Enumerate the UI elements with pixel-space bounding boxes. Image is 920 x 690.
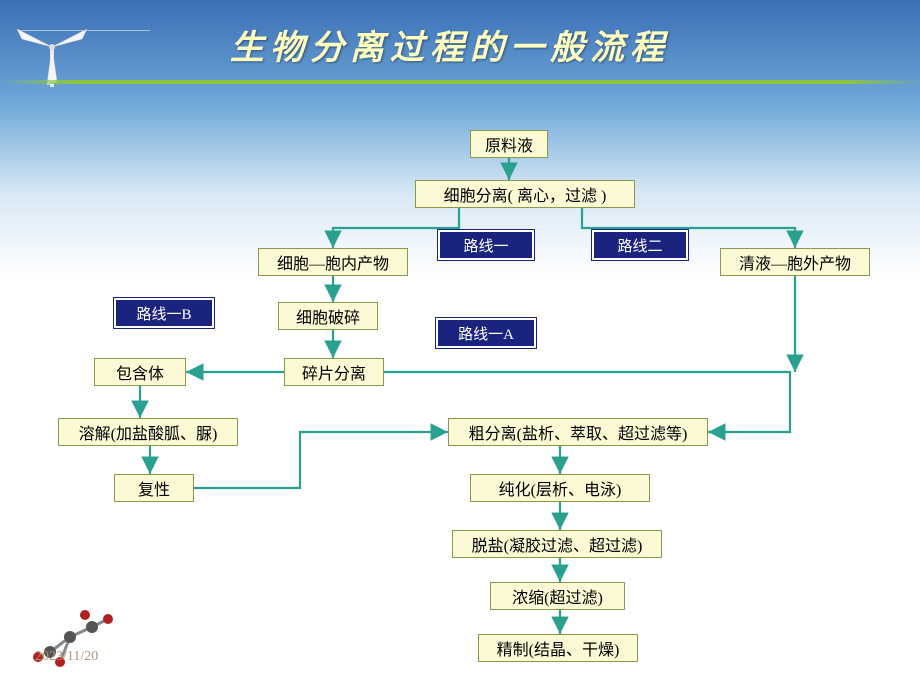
- flow-node-intra: 细胞—胞内产物: [258, 248, 408, 276]
- flow-node-fragsep: 碎片分离: [284, 358, 384, 386]
- flow-node-dissolve: 溶解(加盐酸胍、脲): [58, 418, 238, 446]
- flow-node-desalt: 脱盐(凝胶过滤、超过滤): [452, 530, 662, 558]
- flow-node-route1a: 路线一A: [436, 318, 536, 348]
- flow-node-conc: 浓缩(超过滤): [490, 582, 625, 610]
- flow-node-raw: 原料液: [470, 130, 548, 158]
- flow-node-extra: 清液—胞外产物: [720, 248, 870, 276]
- slide-date: 2023/11/20: [35, 649, 98, 665]
- flow-node-coarse: 粗分离(盐析、萃取、超过滤等): [448, 418, 708, 446]
- flow-node-inclusion: 包含体: [94, 358, 186, 386]
- flow-node-route2: 路线二: [592, 230, 688, 260]
- flow-node-purify: 纯化(层析、电泳): [470, 474, 650, 502]
- flow-node-route1b: 路线一B: [114, 298, 214, 328]
- flow-node-cellsep: 细胞分离( 离心，过滤 ): [415, 180, 635, 208]
- flow-node-refine: 精制(结晶、干燥): [478, 634, 638, 662]
- flow-node-refold: 复性: [114, 474, 194, 502]
- flowchart-canvas: 原料液细胞分离( 离心，过滤 ) 路线一 路线二细胞—胞内产物 清液—胞外产物路线一B…: [0, 0, 920, 690]
- flow-node-break: 细胞破碎: [278, 302, 378, 330]
- flow-node-route1: 路线一: [438, 230, 534, 260]
